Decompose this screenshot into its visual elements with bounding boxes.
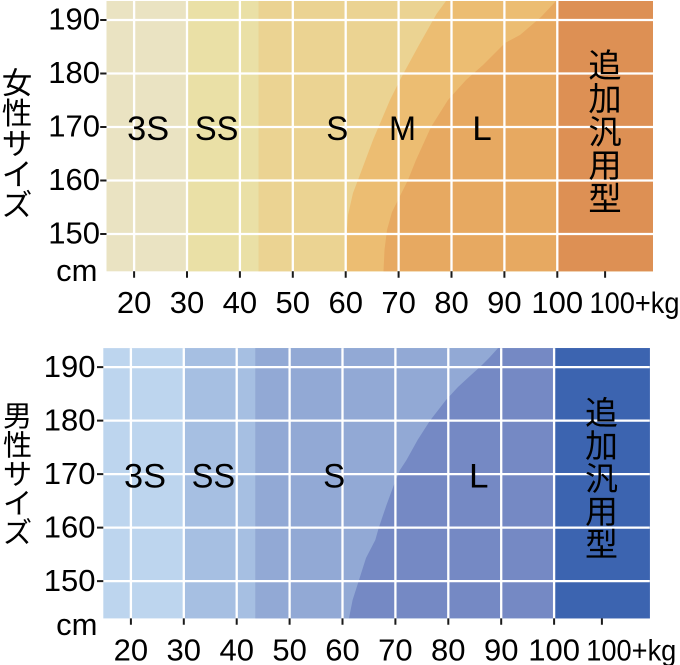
svg-text:160: 160 xyxy=(48,162,100,197)
svg-text:60: 60 xyxy=(325,632,359,665)
svg-text:50: 50 xyxy=(276,285,310,320)
svg-text:30: 30 xyxy=(167,632,201,665)
svg-text:40: 40 xyxy=(219,632,253,665)
svg-text:SS: SS xyxy=(192,457,236,495)
svg-text:L: L xyxy=(469,457,489,495)
svg-text:3S: 3S xyxy=(127,110,169,148)
svg-text:S: S xyxy=(326,110,348,148)
svg-text:100+kg: 100+kg xyxy=(590,287,680,320)
svg-text:S: S xyxy=(323,457,345,495)
svg-text:70: 70 xyxy=(381,285,415,320)
svg-text:40: 40 xyxy=(223,285,257,320)
svg-text:80: 80 xyxy=(431,632,465,665)
svg-text:100: 100 xyxy=(531,285,583,320)
svg-text:20: 20 xyxy=(114,632,148,665)
svg-text:180: 180 xyxy=(44,402,96,437)
svg-text:90: 90 xyxy=(487,285,521,320)
svg-text:90: 90 xyxy=(484,632,518,665)
svg-text:100: 100 xyxy=(528,632,580,665)
svg-text:170: 170 xyxy=(44,456,96,491)
svg-text:SS: SS xyxy=(195,110,239,148)
svg-text:M: M xyxy=(389,110,416,148)
svg-text:100+kg: 100+kg xyxy=(586,634,676,665)
svg-text:150: 150 xyxy=(48,216,100,251)
svg-text:60: 60 xyxy=(328,285,362,320)
svg-text:cm: cm xyxy=(56,607,97,642)
svg-text:3S: 3S xyxy=(124,457,166,495)
svg-text:190: 190 xyxy=(44,349,96,384)
svg-text:150: 150 xyxy=(44,563,96,598)
svg-text:cm: cm xyxy=(56,253,97,288)
svg-text:190: 190 xyxy=(48,2,100,37)
svg-text:160: 160 xyxy=(44,509,96,544)
svg-text:170: 170 xyxy=(48,109,100,144)
svg-text:180: 180 xyxy=(48,55,100,90)
svg-text:20: 20 xyxy=(117,285,151,320)
svg-text:80: 80 xyxy=(434,285,468,320)
svg-text:30: 30 xyxy=(170,285,204,320)
svg-text:50: 50 xyxy=(272,632,306,665)
svg-text:L: L xyxy=(472,110,492,148)
svg-text:70: 70 xyxy=(378,632,412,665)
